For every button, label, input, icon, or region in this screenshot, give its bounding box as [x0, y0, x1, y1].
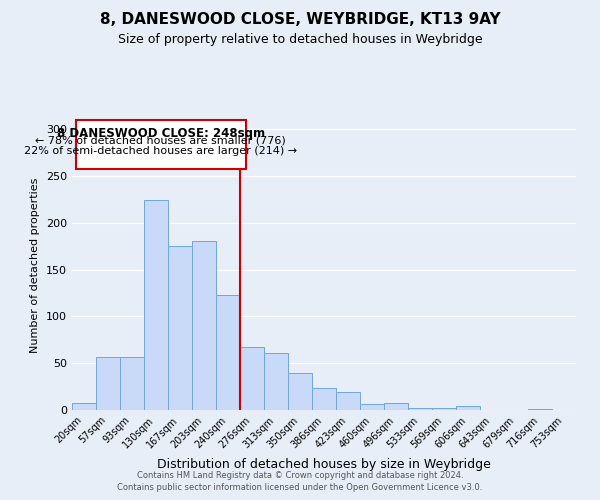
Bar — [72, 404, 96, 410]
Bar — [120, 356, 144, 410]
Bar — [144, 200, 168, 410]
Bar — [336, 392, 360, 410]
Text: Contains public sector information licensed under the Open Government Licence v3: Contains public sector information licen… — [118, 484, 482, 492]
Text: ← 78% of detached houses are smaller (776): ← 78% of detached houses are smaller (77… — [35, 136, 286, 146]
Text: 22% of semi-detached houses are larger (214) →: 22% of semi-detached houses are larger (… — [24, 146, 298, 156]
Text: 8, DANESWOOD CLOSE, WEYBRIDGE, KT13 9AY: 8, DANESWOOD CLOSE, WEYBRIDGE, KT13 9AY — [100, 12, 500, 28]
Text: Size of property relative to detached houses in Weybridge: Size of property relative to detached ho… — [118, 32, 482, 46]
Bar — [432, 408, 456, 410]
Bar — [168, 246, 192, 410]
Bar — [264, 353, 288, 410]
Bar — [312, 388, 336, 410]
Bar — [360, 404, 384, 410]
Bar — [96, 356, 120, 410]
Bar — [528, 409, 552, 410]
Bar — [216, 295, 240, 410]
Bar — [240, 348, 264, 410]
X-axis label: Distribution of detached houses by size in Weybridge: Distribution of detached houses by size … — [157, 458, 491, 471]
Y-axis label: Number of detached properties: Number of detached properties — [31, 178, 40, 352]
Text: Contains HM Land Registry data © Crown copyright and database right 2024.: Contains HM Land Registry data © Crown c… — [137, 471, 463, 480]
FancyBboxPatch shape — [76, 120, 246, 168]
Text: 8 DANESWOOD CLOSE: 248sqm: 8 DANESWOOD CLOSE: 248sqm — [57, 126, 265, 140]
Bar — [456, 406, 480, 410]
Bar — [384, 402, 408, 410]
Bar — [192, 240, 216, 410]
Bar — [408, 408, 432, 410]
Bar — [288, 372, 312, 410]
